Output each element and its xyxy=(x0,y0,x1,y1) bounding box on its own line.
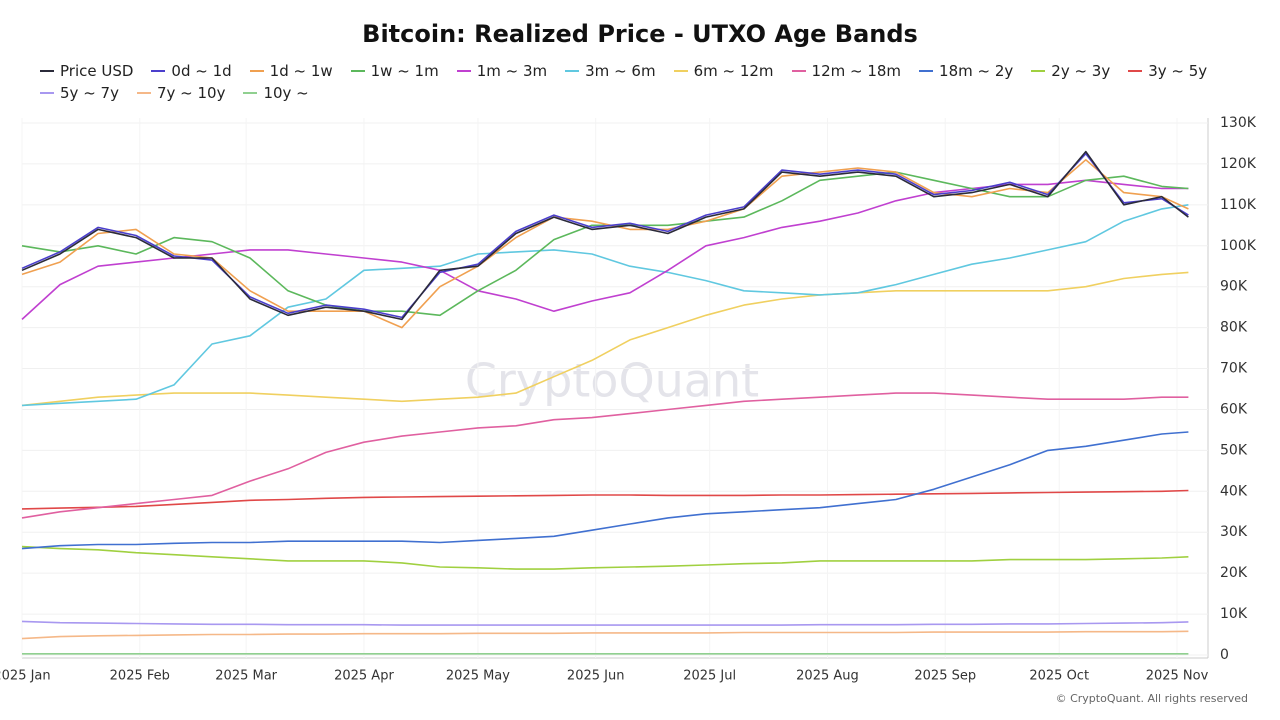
series-line xyxy=(21,545,1189,570)
legend-label: 1w ~ 1m xyxy=(370,62,439,80)
legend-label: Price USD xyxy=(60,62,134,80)
legend-item[interactable]: 2y ~ 3y xyxy=(1031,62,1110,80)
legend-swatch xyxy=(151,70,166,72)
series-line xyxy=(21,179,1189,320)
x-tick-label: 2025 Mar xyxy=(215,669,277,684)
series-line xyxy=(21,620,1189,626)
y-tick-label: 90K xyxy=(1220,279,1248,295)
y-tick-label: 10K xyxy=(1220,606,1248,622)
legend-label: 3y ~ 5y xyxy=(1148,62,1208,80)
series-line xyxy=(21,431,1189,550)
legend-label: 1d ~ 1w xyxy=(269,62,333,80)
x-tick-label: 2025 Nov xyxy=(1146,669,1209,684)
legend-item[interactable]: 12m ~ 18m xyxy=(791,62,902,80)
legend-item[interactable]: 3y ~ 5y xyxy=(1128,62,1207,80)
series-line xyxy=(21,171,1189,317)
x-tick-label: 2025 Jan xyxy=(0,669,51,684)
series-line xyxy=(21,489,1189,510)
legend-label: 5y ~ 7y xyxy=(60,84,119,102)
legend-item[interactable]: 1d ~ 1w xyxy=(249,62,333,80)
legend-label: 0d ~ 1d xyxy=(171,62,232,80)
legend-item[interactable]: 10y ~ xyxy=(243,84,309,102)
legend-label: 12m ~ 18m xyxy=(811,62,902,80)
series-line xyxy=(21,392,1189,519)
legend-swatch xyxy=(456,70,471,72)
legend-swatch xyxy=(249,70,264,72)
y-tick-label: 40K xyxy=(1220,483,1248,499)
legend-item[interactable]: 0d ~ 1d xyxy=(151,62,232,80)
legend-label: 1m ~ 3m xyxy=(476,62,548,80)
y-tick-label: 100K xyxy=(1220,238,1257,254)
x-tick-label: 2025 Sep xyxy=(914,669,976,684)
credit: © CryptoQuant. All rights reserved xyxy=(1056,692,1248,705)
legend-item[interactable]: 7y ~ 10y xyxy=(136,84,226,102)
legend-label: 18m ~ 2y xyxy=(939,62,1014,80)
y-tick-label: 30K xyxy=(1220,524,1248,540)
legend-swatch xyxy=(791,70,806,72)
chart-title: Bitcoin: Realized Price - UTXO Age Bands xyxy=(362,20,918,48)
legend-item[interactable]: 1m ~ 3m xyxy=(456,62,548,80)
legend-label: 6m ~ 12m xyxy=(693,62,774,80)
x-tick-label: 2025 Apr xyxy=(334,669,394,684)
x-tick-label: 2025 Aug xyxy=(796,669,859,684)
legend-item[interactable]: Price USD xyxy=(40,62,133,80)
y-tick-label: 60K xyxy=(1220,401,1248,417)
legend-swatch xyxy=(40,70,54,72)
legend-item[interactable]: 3m ~ 6m xyxy=(565,62,656,80)
series-line xyxy=(21,630,1189,640)
y-tick-label: 70K xyxy=(1220,361,1248,377)
y-tick-label: 20K xyxy=(1220,565,1248,581)
series-line xyxy=(21,150,1189,321)
y-tick-label: 110K xyxy=(1220,197,1257,213)
y-tick-label: 80K xyxy=(1220,320,1248,336)
y-tick-label: 120K xyxy=(1220,156,1257,172)
legend-item[interactable]: 6m ~ 12m xyxy=(673,62,774,80)
legend: Price USD 0d ~ 1d 1d ~ 1w 1w ~ 1m 1m ~ 3m 3m … xyxy=(40,62,1260,102)
legend-item[interactable]: 5y ~ 7y xyxy=(40,84,119,102)
legend-label: 3m ~ 6m xyxy=(585,62,656,80)
legend-swatch xyxy=(1031,70,1046,72)
y-tick-label: 50K xyxy=(1220,442,1248,458)
x-tick-label: 2025 Feb xyxy=(110,669,170,684)
legend-label: 7y ~ 10y xyxy=(156,84,226,102)
y-tick-label: 0 xyxy=(1220,647,1229,663)
legend-swatch xyxy=(565,70,580,72)
legend-label: 2y ~ 3y xyxy=(1051,62,1111,80)
legend-swatch xyxy=(136,92,151,94)
legend-swatch xyxy=(1128,70,1143,72)
legend-swatch xyxy=(919,70,934,72)
x-tick-label: 2025 Jun xyxy=(567,669,625,684)
legend-swatch xyxy=(350,70,365,72)
series-line xyxy=(21,271,1189,407)
legend-item[interactable]: 1w ~ 1m xyxy=(350,62,439,80)
legend-swatch xyxy=(40,92,54,94)
y-tick-label: 130K xyxy=(1220,115,1257,131)
legend-swatch xyxy=(243,92,258,94)
legend-swatch xyxy=(673,70,688,72)
series-line xyxy=(21,204,1189,407)
x-tick-label: 2025 May xyxy=(446,669,510,684)
watermark: CryptoQuant xyxy=(465,354,759,408)
x-tick-label: 2025 Jul xyxy=(683,669,736,684)
legend-item[interactable]: 18m ~ 2y xyxy=(919,62,1013,80)
x-tick-label: 2025 Oct xyxy=(1029,669,1089,684)
series-line xyxy=(21,152,1189,319)
legend-label: 10y ~ xyxy=(263,84,309,102)
